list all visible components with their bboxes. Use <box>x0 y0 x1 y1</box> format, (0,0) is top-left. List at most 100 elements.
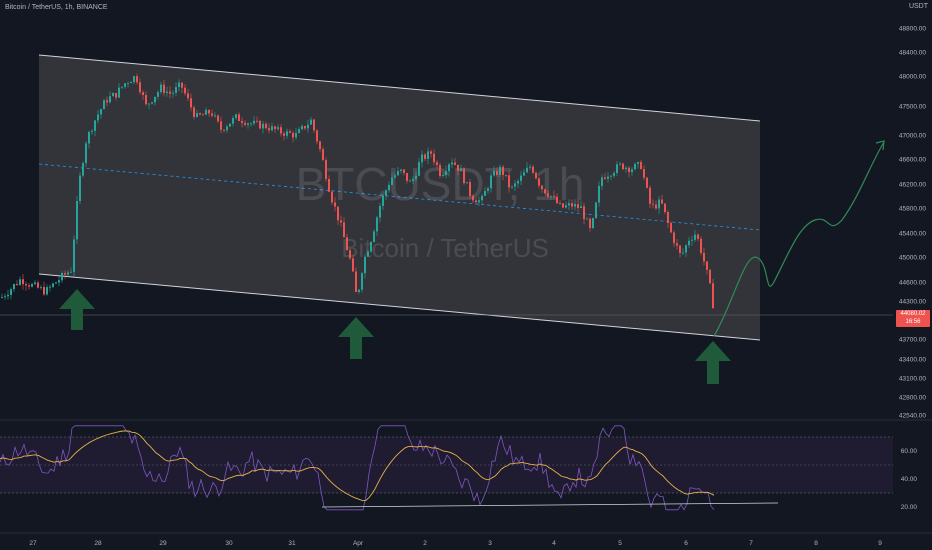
candle-body <box>634 163 636 170</box>
candle-body <box>526 167 528 173</box>
candle-body <box>697 234 699 239</box>
candle-body <box>691 239 693 241</box>
time-tick-label: 28 <box>94 540 102 547</box>
up-arrow-1[interactable] <box>59 289 95 330</box>
candle-body <box>595 202 597 219</box>
candle-body <box>52 283 54 287</box>
channel-lower-line[interactable] <box>38 273 761 341</box>
candle-body <box>340 220 342 223</box>
candle-body <box>346 237 348 251</box>
candle-body <box>22 279 24 285</box>
candle-body <box>460 168 462 171</box>
price-tick-label: 45400.00 <box>899 231 926 238</box>
channel-median-line[interactable] <box>38 163 761 231</box>
forecast-path[interactable] <box>713 141 885 337</box>
candle-body <box>106 100 108 103</box>
time-tick-label: 29 <box>159 540 167 547</box>
candle-body <box>202 114 204 116</box>
candle-body <box>163 84 165 93</box>
time-tick-label: 2 <box>423 540 427 547</box>
time-tick-label: 27 <box>29 540 37 547</box>
candle-body <box>361 273 363 290</box>
candle-body <box>289 131 291 133</box>
candle-body <box>148 103 150 105</box>
candle-body <box>601 177 603 186</box>
candle-body <box>700 238 702 253</box>
candle-body <box>454 162 456 165</box>
candle-body <box>451 162 453 165</box>
current-price-badge: 44080.02 16:56 <box>896 310 930 327</box>
up-arrow-2[interactable] <box>338 317 374 359</box>
candle-body <box>295 132 297 138</box>
candle-body <box>13 284 15 290</box>
rsi-tick-label: 40.00 <box>901 476 918 483</box>
candle-body <box>652 203 654 205</box>
forecast-arrowhead <box>875 140 885 151</box>
candle-body <box>586 218 588 220</box>
up-arrow-3[interactable] <box>695 341 731 384</box>
candle-body <box>145 94 147 105</box>
candle-body <box>490 175 492 189</box>
candle-body <box>61 273 63 281</box>
candle-body <box>331 191 333 203</box>
price-tick-label: 42800.00 <box>899 395 926 402</box>
candle-body <box>277 127 279 130</box>
candle-body <box>409 180 411 182</box>
candle-body <box>88 131 90 144</box>
rsi-tick-label: 20.00 <box>901 504 918 511</box>
candle-body <box>367 251 369 257</box>
candle-body <box>166 91 168 93</box>
candle-body <box>625 167 627 170</box>
candle-body <box>112 93 114 97</box>
candle-body <box>619 163 621 165</box>
price-tick-label: 48400.00 <box>899 50 926 57</box>
candle-body <box>211 113 213 116</box>
candle-body <box>580 206 582 208</box>
candle-body <box>385 190 387 196</box>
candle-body <box>511 186 513 188</box>
candle-body <box>388 184 390 191</box>
candle-body <box>544 189 546 194</box>
rsi-scale[interactable]: 60.00 40.00 20.00 <box>901 448 918 511</box>
candle-body <box>181 82 183 88</box>
current-price-value: 44080.02 <box>900 311 926 317</box>
candle-body <box>154 96 156 103</box>
price-tick-label: 46200.00 <box>899 182 926 189</box>
candle-body <box>706 261 708 270</box>
candle-body <box>58 280 60 283</box>
candle-body <box>661 199 663 204</box>
candle-body <box>25 284 27 286</box>
price-scale[interactable]: 48800.00 48400.00 48000.00 47500.00 47000.00… <box>899 26 926 420</box>
candle-body <box>466 182 468 184</box>
candle-body <box>313 119 315 131</box>
candle-body <box>430 151 432 154</box>
candle-body <box>67 272 69 275</box>
candle-body <box>499 166 501 175</box>
candle-body <box>133 76 135 83</box>
rsi-trendline[interactable] <box>321 502 779 508</box>
price-tick-label: 48800.00 <box>899 26 926 33</box>
candle-body <box>550 195 552 197</box>
candle-body <box>79 175 81 202</box>
candle-body <box>43 286 45 295</box>
candle-body <box>412 179 414 181</box>
price-tick-label: 46600.00 <box>899 157 926 164</box>
candle-body <box>520 175 522 181</box>
candle-body <box>190 98 192 108</box>
candle-body <box>28 285 30 287</box>
candle-body <box>298 129 300 133</box>
candle-body <box>10 289 12 295</box>
candle-body <box>514 183 516 187</box>
candle-body <box>553 195 555 197</box>
candle-body <box>109 96 111 103</box>
candle-body <box>613 172 615 176</box>
candle-body <box>616 164 618 173</box>
candle-body <box>370 241 372 252</box>
candle-body <box>622 163 624 170</box>
candle-body <box>685 245 687 253</box>
channel-upper-line[interactable] <box>38 54 761 122</box>
time-axis[interactable]: 27 28 29 30 31 Apr 2 3 4 5 6 7 8 9 <box>29 540 882 547</box>
candle-body <box>76 201 78 240</box>
candle-body <box>445 171 447 176</box>
